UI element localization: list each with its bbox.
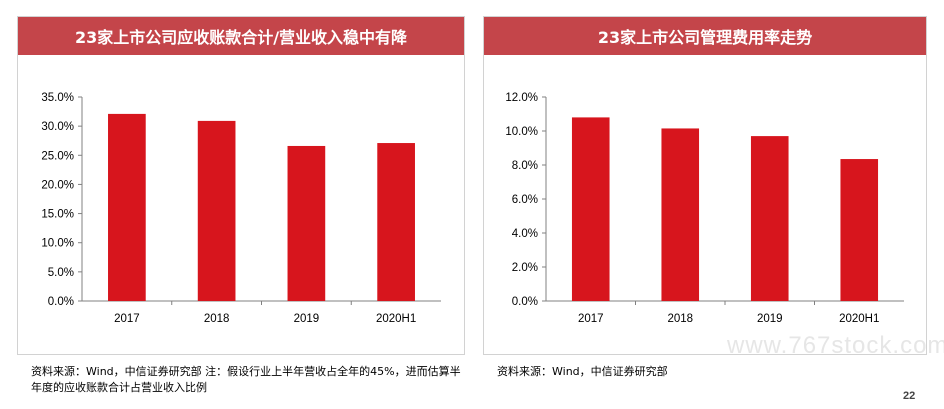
bar xyxy=(197,120,236,301)
chart-title: 23家上市公司应收账款合计/营业收入稳中有降 xyxy=(18,17,464,55)
x-tick-label: 2018 xyxy=(204,313,230,325)
bar xyxy=(661,128,700,301)
y-tick-label: 6.0% xyxy=(512,194,538,206)
y-tick-label: 12.0% xyxy=(505,92,538,104)
y-tick-label: 20.0% xyxy=(41,179,74,191)
y-tick-label: 8.0% xyxy=(512,160,538,172)
watermark: www.767stock.com xyxy=(727,332,944,359)
y-tick-label: 5.0% xyxy=(48,267,74,279)
chart-panel-admin-expense: 23家上市公司管理费用率走势 0.0% 2.0% 4.0% 6.0% 8.0% 10.0%… xyxy=(483,16,927,355)
bar xyxy=(108,113,146,301)
y-tick-label: 2.0% xyxy=(512,262,538,274)
y-tick-label: 0.0% xyxy=(512,296,538,308)
chart-title: 23家上市公司管理费用率走势 xyxy=(484,17,926,55)
y-tick-label: 35.0% xyxy=(41,92,74,104)
admin-expense-ratio-chart: 0.0% 2.0% 4.0% 6.0% 8.0% 10.0% 12.0% 2017 2018 20… xyxy=(505,92,904,325)
x-tick-label: 2020H1 xyxy=(839,313,879,325)
x-tick-label: 2017 xyxy=(578,313,604,325)
y-tick-label: 0.0% xyxy=(48,296,74,308)
source-note: 资料来源：Wind，中信证券研究部 注：假设行业上半年营收占全年的45%，进而估… xyxy=(31,365,461,394)
y-tick-label: 10.0% xyxy=(41,238,74,250)
bar xyxy=(840,159,879,301)
y-tick-label: 15.0% xyxy=(41,209,74,221)
x-tick-label: 2018 xyxy=(667,313,693,325)
y-tick-label: 30.0% xyxy=(41,121,74,133)
x-tick-label: 2019 xyxy=(757,313,783,325)
source-note: 资料来源：Wind，中信证券研究部 xyxy=(497,365,668,378)
bar xyxy=(377,143,415,301)
chart-panel-receivables: 23家上市公司应收账款合计/营业收入稳中有降 0.0% 5.0% 10.0% 15.0… xyxy=(17,16,465,355)
page-number: 22 xyxy=(903,390,916,402)
x-tick-label: 2019 xyxy=(294,313,320,325)
bar xyxy=(571,117,610,302)
bar xyxy=(287,145,326,301)
bar xyxy=(750,136,789,301)
y-tick-label: 10.0% xyxy=(505,126,538,138)
x-tick-label: 2020H1 xyxy=(376,313,416,325)
y-tick-label: 25.0% xyxy=(41,150,74,162)
y-tick-label: 4.0% xyxy=(512,228,538,240)
x-tick-label: 2017 xyxy=(114,313,140,325)
receivables-ratio-chart: 0.0% 5.0% 10.0% 15.0% 20.0% 25.0% 30.0% 35.0% 20… xyxy=(41,92,441,325)
